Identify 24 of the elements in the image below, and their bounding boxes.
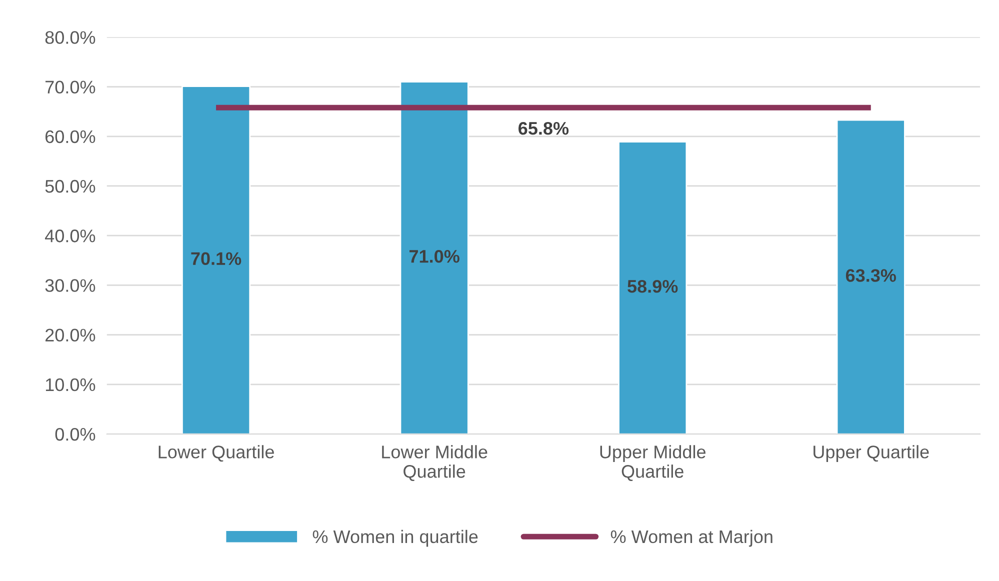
x-tick-label: Lower Quartile bbox=[158, 445, 274, 462]
y-tick-label: 80.0% bbox=[45, 31, 96, 44]
x-tick-label: Lower Middle Quartile bbox=[382, 445, 488, 482]
y-tick-label: 30.0% bbox=[45, 279, 96, 292]
y-tick-label: 40.0% bbox=[45, 230, 96, 242]
legend-label: % Women in quartile bbox=[312, 530, 478, 547]
legend-label: % Women at Marjon bbox=[610, 530, 772, 547]
bar bbox=[400, 81, 469, 434]
y-tick-label: 60.0% bbox=[46, 130, 96, 144]
y-tick-label: 50.0% bbox=[45, 180, 96, 193]
x-tick-label: Upper Middle Quartile bbox=[600, 445, 706, 482]
data-label: 70.1% bbox=[191, 252, 242, 265]
annotation: 65.8% bbox=[518, 122, 569, 135]
bar bbox=[836, 119, 906, 434]
data-label: 71.0% bbox=[409, 250, 460, 263]
data-label: 58.9% bbox=[628, 280, 678, 293]
y-tick-label: 70.0% bbox=[46, 80, 96, 94]
x-tick-label: Upper Quartile bbox=[814, 445, 929, 462]
data-label: 63.3% bbox=[846, 269, 896, 282]
y-tick-label: 10.0% bbox=[46, 378, 96, 392]
y-tick-label: 0.0% bbox=[55, 428, 96, 441]
bar bbox=[618, 141, 688, 434]
bar bbox=[182, 86, 251, 434]
y-tick-label: 20.0% bbox=[45, 328, 96, 342]
